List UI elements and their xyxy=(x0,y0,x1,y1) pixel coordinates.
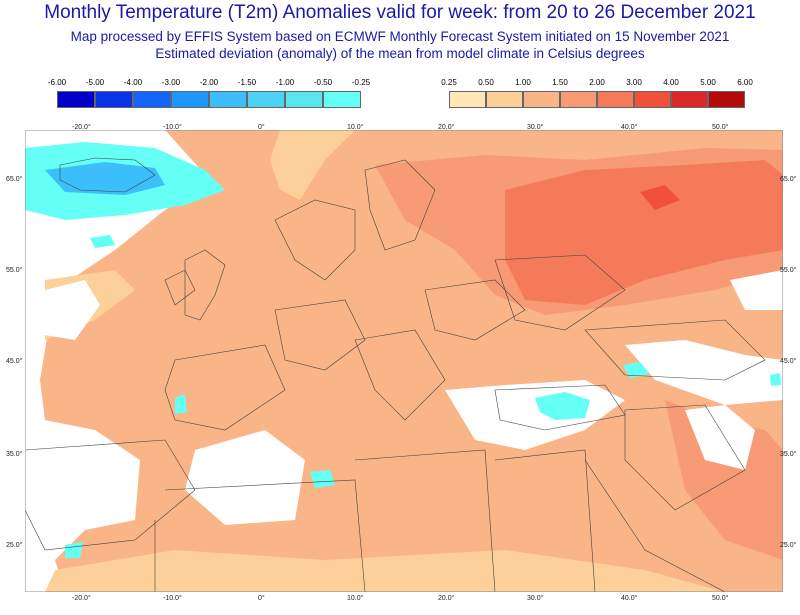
legend-color-box xyxy=(285,91,323,108)
legend-label: 2.00 xyxy=(589,78,605,87)
legend-label: 1.00 xyxy=(515,78,531,87)
axis-label: 55.0° xyxy=(780,267,797,274)
axis-label: 30.0° xyxy=(527,595,544,602)
legend-cold-scale: -6.00 -5.00 -4.00 -3.00 -2.00 -1.50 -1.00 -0.50… xyxy=(48,78,370,110)
legend-label: 3.00 xyxy=(626,78,642,87)
legend-label: -6.00 xyxy=(47,78,67,87)
map-title: Monthly Temperature (T2m) Anomalies vali… xyxy=(44,2,756,23)
axis-label: 20.0° xyxy=(438,595,455,602)
legend-color-box xyxy=(449,91,486,108)
axis-label: -20.0° xyxy=(72,124,91,131)
legend-color-box xyxy=(209,91,247,108)
axis-label: 40.0° xyxy=(621,124,638,131)
axis-label: 65.0° xyxy=(780,176,797,183)
axis-label: 20.0° xyxy=(438,124,455,131)
legend-label: -1.50 xyxy=(237,78,257,87)
legend-label: -2.00 xyxy=(199,78,219,87)
legend-color-box xyxy=(708,91,745,108)
axis-label: 10.0° xyxy=(347,124,364,131)
cold-anomaly-small-atlantic xyxy=(90,235,115,248)
country-borders xyxy=(25,157,766,592)
legend-label: -5.00 xyxy=(85,78,105,87)
neutral-area-caspian xyxy=(625,340,783,405)
legend-color-box xyxy=(634,91,671,108)
legend-color-box xyxy=(323,91,361,108)
cold-anomaly-turkey xyxy=(535,392,590,420)
anomaly-field-warm-core xyxy=(505,160,783,305)
axis-label: 50.0° xyxy=(712,124,729,131)
axis-label: 45.0° xyxy=(780,358,797,365)
cold-anomaly-algeria xyxy=(310,470,335,488)
legend-label: -0.25 xyxy=(351,78,371,87)
legend-color-box xyxy=(95,91,133,108)
axis-label: 40.0° xyxy=(621,595,638,602)
neutral-area-sahara xyxy=(185,430,305,525)
legend-label: 5.00 xyxy=(700,78,716,87)
legend-label: -4.00 xyxy=(123,78,143,87)
legend-color-box xyxy=(171,91,209,108)
axis-label: 45.0° xyxy=(6,358,23,365)
axis-label: 65.0° xyxy=(6,176,23,183)
cold-anomaly-iran xyxy=(770,373,781,386)
anomaly-field-hot-spot xyxy=(640,185,680,210)
legend-warm-scale: 0.25 0.50 1.00 1.50 2.00 3.00 4.00 5.00 6.00 xyxy=(441,78,753,110)
axis-label: 35.0° xyxy=(780,451,797,458)
legend-label: 6.00 xyxy=(737,78,753,87)
anomaly-map xyxy=(25,130,783,592)
cold-anomaly-spain xyxy=(175,394,187,414)
axis-label: 30.0° xyxy=(527,124,544,131)
legend-color-box xyxy=(597,91,634,108)
neutral-area-iraq xyxy=(685,405,755,470)
legend-label: 1.50 xyxy=(552,78,568,87)
axis-label: -20.0° xyxy=(72,595,91,602)
legend-label: 0.25 xyxy=(441,78,457,87)
axis-label: -10.0° xyxy=(163,124,182,131)
axis-label: 10.0° xyxy=(347,595,364,602)
axis-label: 0° xyxy=(258,124,265,131)
neutral-area-iberia-atlantic xyxy=(45,280,100,340)
legend-color-box xyxy=(523,91,560,108)
axis-label: 0° xyxy=(258,595,265,602)
anomaly-field-light-africa xyxy=(45,550,725,592)
axis-label: 55.0° xyxy=(6,267,23,274)
axis-label: 35.0° xyxy=(6,451,23,458)
map-subtitle-processing: Map processed by EFFIS System based on E… xyxy=(70,29,730,44)
legend-color-box xyxy=(57,91,95,108)
axis-label: 25.0° xyxy=(780,542,797,549)
legend-color-box xyxy=(671,91,708,108)
legend-color-box xyxy=(133,91,171,108)
cold-anomaly-iceland-core xyxy=(45,162,165,195)
legend-label: 0.50 xyxy=(478,78,494,87)
legend-color-box xyxy=(486,91,523,108)
cold-anomaly-caspian xyxy=(623,362,650,378)
anomaly-field-light-north xyxy=(270,130,355,200)
axis-label: 50.0° xyxy=(712,595,729,602)
legend-color-box xyxy=(247,91,285,108)
legend-label: -1.00 xyxy=(275,78,295,87)
legend-label: -0.50 xyxy=(313,78,333,87)
axis-label: 25.0° xyxy=(6,542,23,549)
neutral-area-northeast xyxy=(730,270,783,310)
legend-color-box xyxy=(560,91,597,108)
map-subtitle-units: Estimated deviation (anomaly) of the mea… xyxy=(155,46,645,61)
axis-label: -10.0° xyxy=(163,595,182,602)
legend-label: -3.00 xyxy=(161,78,181,87)
anomaly-field-warm-southeast xyxy=(665,400,783,560)
legend-label: 4.00 xyxy=(663,78,679,87)
